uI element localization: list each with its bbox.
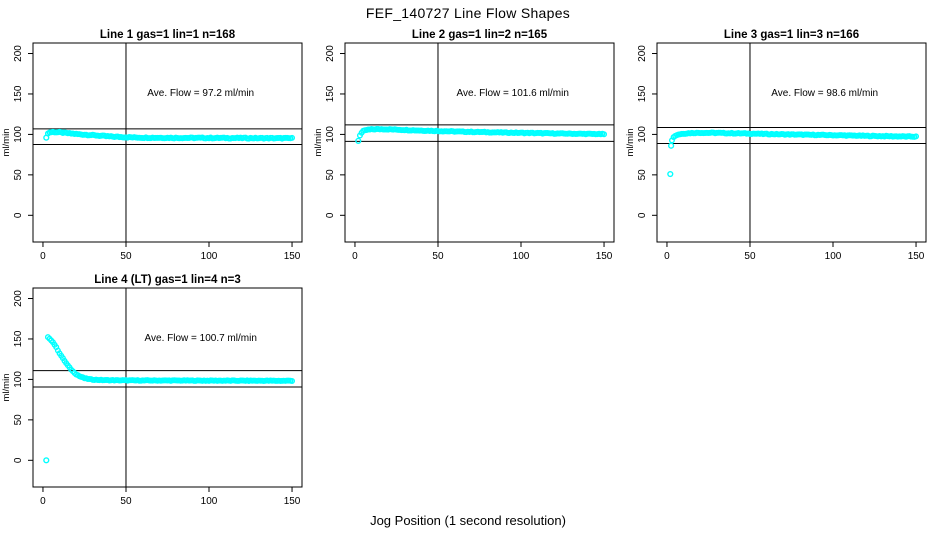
y-tick-label: 100: [13, 126, 24, 143]
x-tick-label: 50: [120, 496, 132, 507]
y-tick-label: 200: [637, 45, 648, 62]
data-point: [289, 378, 296, 385]
plot-box: [32, 287, 303, 488]
y-tick-label: 50: [13, 169, 24, 181]
chart-canvas-line-4: Line 4 (LT) gas=1 lin=4 n=3 0 50 100 150 0 50 1…: [1, 274, 303, 507]
x-tick-label: 50: [744, 251, 756, 262]
data-points: [43, 128, 296, 142]
y-tick-label: 200: [325, 45, 336, 62]
x-tick-label: 0: [40, 496, 46, 507]
y-tick-label: 150: [325, 85, 336, 102]
y-tick-label: 100: [637, 126, 648, 143]
plot-box: [32, 42, 303, 243]
y-tick-label: 50: [637, 169, 648, 181]
x-tick-label: 0: [664, 251, 670, 262]
outlier-point: [667, 170, 674, 178]
page-title: FEF_140727 Line Flow Shapes: [365, 5, 571, 21]
y-axis-title: ml/min: [1, 129, 12, 157]
x-tick-label: 0: [352, 251, 358, 262]
x-tick-label: 100: [513, 251, 530, 262]
chart-canvas-line-1: Line 1 gas=1 lin=1 n=168 0 50 100 150 0 50 100 1…: [1, 29, 303, 262]
x-tick-label: 150: [284, 251, 301, 262]
x-tick-label: 100: [825, 251, 842, 262]
subplot-title: Line 2 gas=1 lin=2 n=165: [412, 29, 548, 41]
x-tick-label: 150: [284, 496, 301, 507]
ave-flow-annotation: Ave. Flow = 100.7 ml/min: [145, 333, 257, 344]
y-tick-label: 0: [13, 212, 24, 218]
y-tick-label: 150: [13, 85, 24, 102]
y-axis-title: ml/min: [625, 129, 636, 157]
y-tick-label: 100: [13, 371, 24, 388]
y-axis-title: ml/min: [313, 129, 324, 157]
subplot-title: Line 4 (LT) gas=1 lin=4 n=3: [94, 274, 240, 286]
x-tick-label: 100: [201, 251, 218, 262]
y-tick-label: 150: [637, 85, 648, 102]
plot-box: [344, 42, 615, 243]
ave-flow-annotation: Ave. Flow = 101.6 ml/min: [457, 88, 569, 99]
subplot-line-3: Line 3 gas=1 lin=3 n=166 0 50 100 150 0 50 100 1…: [624, 25, 936, 270]
ave-flow-annotation: Ave. Flow = 97.2 ml/min: [147, 88, 254, 99]
y-axis-title: ml/min: [1, 374, 12, 402]
y-tick-label: 0: [325, 212, 336, 218]
data-points: [43, 334, 296, 464]
subplot-line-4: Line 4 (LT) gas=1 lin=4 n=3 0 50 100 150 0 50 1…: [0, 270, 312, 515]
outlier-point: [355, 137, 362, 144]
data-points: [355, 125, 608, 144]
x-tick-label: 150: [908, 251, 925, 262]
data-point: [289, 134, 296, 141]
y-tick-label: 200: [13, 45, 24, 62]
chart-canvas-line-2: Line 2 gas=1 lin=2 n=165 0 50 100 150 0 50 100 1…: [313, 29, 615, 262]
plot-box: [656, 42, 927, 243]
x-tick-label: 0: [40, 251, 46, 262]
y-tick-label: 200: [13, 290, 24, 307]
subplot-title: Line 1 gas=1 lin=1 n=168: [100, 29, 236, 41]
x-tick-label: 50: [120, 251, 132, 262]
x-tick-label: 150: [596, 251, 613, 262]
y-tick-label: 0: [13, 457, 24, 463]
data-points: [667, 129, 920, 178]
y-tick-label: 50: [325, 169, 336, 181]
chart-canvas-line-3: Line 3 gas=1 lin=3 n=166 0 50 100 150 0 50 100 1…: [625, 29, 927, 262]
outlier-point: [668, 142, 675, 149]
data-point: [913, 133, 920, 140]
outlier-point: [43, 457, 50, 464]
subplot-line-2: Line 2 gas=1 lin=2 n=165 0 50 100 150 0 50 100 1…: [312, 25, 624, 270]
subplot-title: Line 3 gas=1 lin=3 n=166: [724, 29, 859, 41]
y-tick-label: 150: [13, 330, 24, 347]
subplot-line-1: Line 1 gas=1 lin=1 n=168 0 50 100 150 0 50 100 1…: [0, 25, 312, 270]
y-tick-label: 0: [637, 212, 648, 218]
data-point: [601, 131, 608, 138]
y-tick-label: 100: [325, 126, 336, 143]
x-tick-label: 50: [432, 251, 444, 262]
x-tick-label: 100: [201, 496, 218, 507]
x-axis-label: Jog Position (1 second resolution): [370, 513, 566, 528]
y-tick-label: 50: [13, 414, 24, 426]
ave-flow-annotation: Ave. Flow = 98.6 ml/min: [771, 88, 878, 99]
